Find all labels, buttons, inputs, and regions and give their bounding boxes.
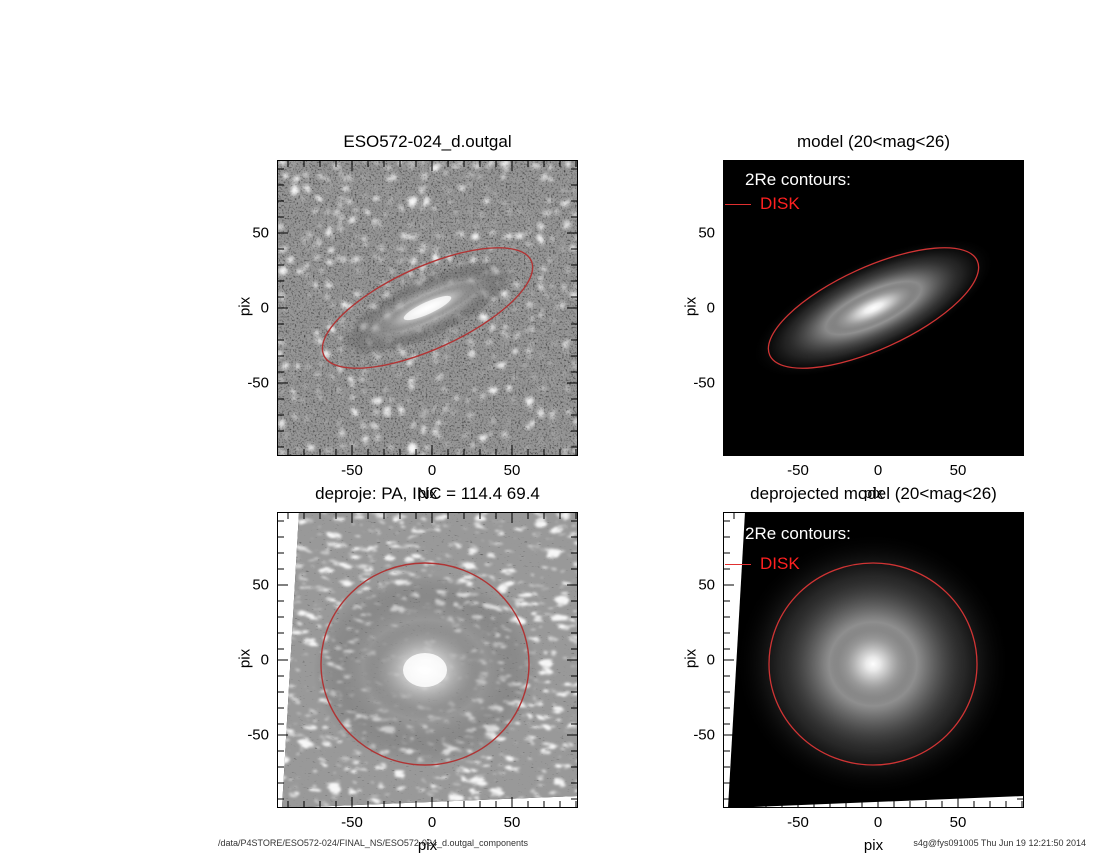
ytick-deprojected-model-0: 50 xyxy=(698,576,715,594)
xtick-deprojected-observed-1: 0 xyxy=(427,814,437,831)
ytick-deprojected-observed-0: 50 xyxy=(252,576,269,594)
panel-title-deprojected-model: deprojected model (20<mag<26) xyxy=(750,484,997,503)
panel-model-image: model (20<mag<26) xyxy=(683,132,1024,502)
xtick-deprojected-observed-0: -50 xyxy=(341,814,363,831)
ytick-model-0: 50 xyxy=(698,224,715,242)
xtick-deprojected-model-2: 50 xyxy=(949,814,967,831)
tick-marks-model xyxy=(723,160,1024,456)
tick-marks-deprojected-model xyxy=(723,512,1024,808)
footer-timestamp: s4g@fys091005 Thu Jun 19 12:21:50 2014 xyxy=(913,838,1086,848)
plot-area-deprojected-observed xyxy=(277,512,578,808)
xtick-deprojected-observed-2: 50 xyxy=(503,814,521,831)
ytick-observed-2: -50 xyxy=(247,374,269,392)
xtick-deprojected-model-1: 0 xyxy=(873,814,883,831)
image-observed xyxy=(277,160,578,456)
panel-title-deprojected-observed: deproje: PA, INC = 114.4 69.4 xyxy=(315,484,540,503)
contour-model xyxy=(767,247,980,369)
ytick-model-2: -50 xyxy=(693,374,715,392)
footer-file-path: /data/P4STORE/ESO572-024/FINAL_NS/ESO572… xyxy=(218,838,529,848)
ytick-observed-0: 50 xyxy=(252,224,269,242)
tick-marks-deprojected-observed xyxy=(277,512,578,808)
panel-title-observed: ESO572-024_d.outgal xyxy=(343,132,512,151)
panel-observed-image: ESO572-024_d.outgal xyxy=(237,132,578,502)
ytick-deprojected-model-1: 0 xyxy=(706,651,715,669)
xtick-deprojected-model-0: -50 xyxy=(787,814,809,831)
contour-deprojected-observed xyxy=(320,562,530,766)
contour-observed xyxy=(321,247,534,369)
yaxis-label-deprojected-model: pix xyxy=(682,648,700,669)
yaxis-label-observed: pix xyxy=(236,296,254,317)
image-deprojected-model xyxy=(723,512,1024,808)
ytick-deprojected-observed-2: -50 xyxy=(247,726,269,744)
panel-deprojected-model-image: deprojected model (20<mag<26) xyxy=(683,484,1024,854)
xtick-model-2: 50 xyxy=(949,462,967,479)
panel-deprojected-observed-image: deproje: PA, INC = 114.4 69.4 xyxy=(237,484,578,854)
xtick-model-1: 0 xyxy=(873,462,883,479)
xtick-observed-0: -50 xyxy=(341,462,363,479)
ytick-deprojected-observed-1: 0 xyxy=(260,651,269,669)
xaxis-label-observed: pix xyxy=(417,485,438,502)
ytick-observed-1: 0 xyxy=(260,299,269,317)
xtick-model-0: -50 xyxy=(787,462,809,479)
contour-deprojected-model xyxy=(768,562,978,766)
ytick-model-1: 0 xyxy=(706,299,715,317)
plot-area-observed xyxy=(277,160,578,456)
plot-area-model: 2Re contours: DISK xyxy=(723,160,1024,456)
yaxis-label-deprojected-observed: pix xyxy=(236,648,254,669)
plot-area-deprojected-model: 2Re contours: DISK xyxy=(723,512,1024,808)
image-model xyxy=(723,160,1024,456)
image-deprojected-observed xyxy=(277,512,578,808)
yaxis-label-model: pix xyxy=(682,296,700,317)
panel-title-model: model (20<mag<26) xyxy=(796,132,951,151)
xtick-observed-2: 50 xyxy=(503,462,521,479)
tick-marks-observed xyxy=(277,160,578,456)
ytick-deprojected-model-2: -50 xyxy=(693,726,715,744)
xtick-observed-1: 0 xyxy=(427,462,437,479)
xaxis-label-model: pix xyxy=(863,485,884,502)
